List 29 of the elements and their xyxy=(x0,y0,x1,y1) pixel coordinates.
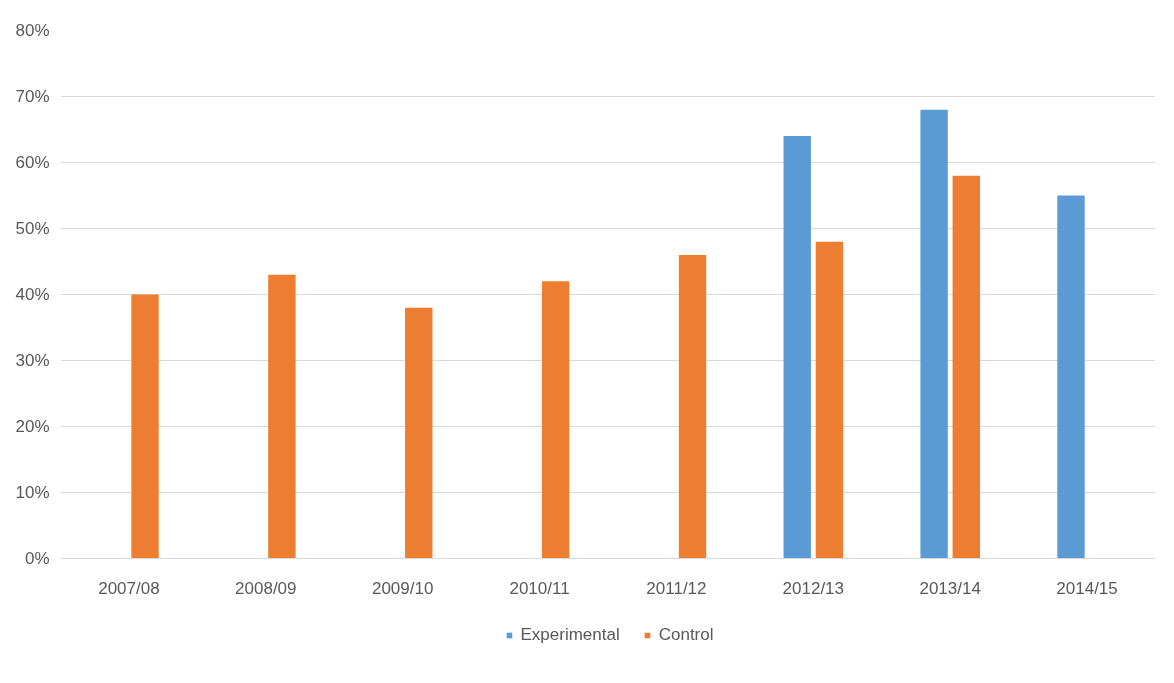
bar xyxy=(268,274,296,559)
bar xyxy=(131,294,159,559)
bar xyxy=(783,136,811,559)
y-tick-label: 10% xyxy=(15,483,50,502)
bar xyxy=(815,241,844,559)
y-tick-label: 0% xyxy=(24,549,50,568)
bar xyxy=(920,109,948,559)
x-tick-label: 2011/12 xyxy=(646,578,707,598)
y-tick-label: 60% xyxy=(15,153,50,172)
y-tick-label: 70% xyxy=(15,87,50,106)
y-tick-label: 20% xyxy=(15,417,50,436)
y-tick-label: 50% xyxy=(15,219,50,238)
x-tick-label: 2014/15 xyxy=(1056,578,1118,598)
bar xyxy=(952,175,980,559)
bar xyxy=(405,307,433,559)
x-tick-label: 2009/10 xyxy=(371,578,434,598)
legend-label: Experimental xyxy=(520,625,620,645)
y-tick-label: 30% xyxy=(15,351,50,370)
x-tick-label: 2007/08 xyxy=(98,578,160,598)
bar xyxy=(541,281,570,559)
x-tick-label: 2012/13 xyxy=(782,578,845,598)
legend-label: Control xyxy=(658,625,714,645)
bar xyxy=(1057,195,1085,559)
x-tick-label: 2010/11 xyxy=(509,578,570,598)
bar xyxy=(678,254,707,559)
x-tick-label: 2013/14 xyxy=(919,578,981,598)
y-tick-label: 80% xyxy=(15,21,50,40)
y-tick-label: 40% xyxy=(15,285,50,304)
x-tick-label: 2008/09 xyxy=(235,578,297,598)
